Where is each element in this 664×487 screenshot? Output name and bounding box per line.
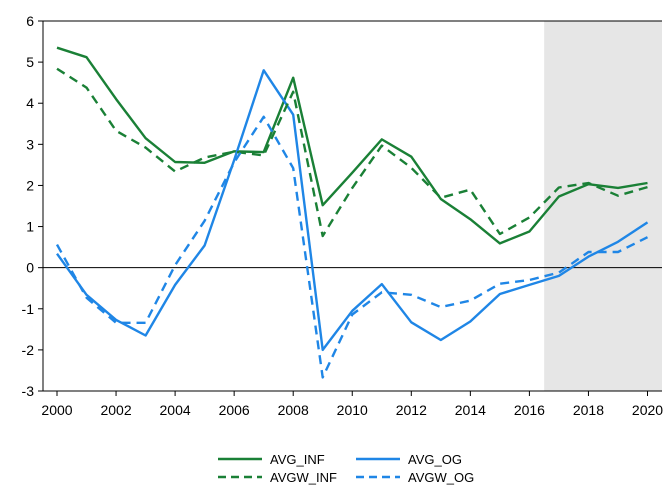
y-tick-label: 6 — [26, 13, 34, 29]
y-tick-label: 0 — [26, 260, 34, 276]
x-tick-label: 2002 — [100, 402, 131, 418]
y-tick-label: 2 — [26, 177, 34, 193]
x-tick-label: 2014 — [455, 402, 486, 418]
x-tick-label: 2018 — [573, 402, 604, 418]
x-tick-label: 2010 — [337, 402, 368, 418]
shaded-region — [544, 21, 662, 391]
x-tick-label: 2004 — [160, 402, 191, 418]
legend: AVG_INF AVG_OG AVGW_INF AVGW_OG — [218, 452, 474, 485]
x-tick-label: 2012 — [396, 402, 427, 418]
shaded-region-group — [544, 21, 662, 391]
y-tick-label: -3 — [22, 383, 35, 399]
y-axis-ticks: 6 5 4 3 2 1 0 -1 -2 -3 — [22, 13, 43, 399]
y-tick-label: 4 — [26, 95, 34, 111]
x-tick-label: 2016 — [514, 402, 545, 418]
x-tick-label: 2020 — [632, 402, 663, 418]
x-tick-label: 2000 — [41, 402, 72, 418]
y-tick-label: -1 — [22, 301, 35, 317]
x-tick-label: 2008 — [278, 402, 309, 418]
legend-label: AVG_OG — [408, 452, 462, 467]
x-tick-label: 2006 — [219, 402, 250, 418]
series-lines-group — [55, 46, 649, 379]
y-tick-label: -2 — [22, 342, 35, 358]
y-tick-label: 1 — [26, 219, 34, 235]
legend-label: AVGW_INF — [270, 470, 337, 485]
x-axis-ticks: 2000 2002 2004 2006 2008 2010 2012 2014 2016 2018… — [41, 391, 663, 418]
legend-label: AVGW_OG — [408, 470, 474, 485]
legend-label: AVG_INF — [270, 452, 325, 467]
y-tick-label: 3 — [26, 136, 34, 152]
y-tick-label: 5 — [26, 54, 34, 70]
